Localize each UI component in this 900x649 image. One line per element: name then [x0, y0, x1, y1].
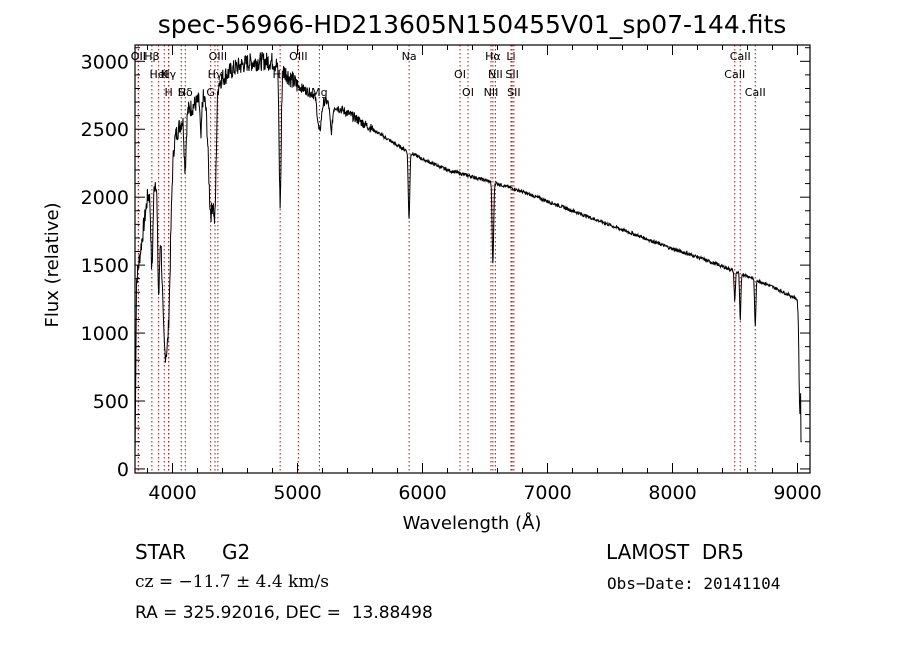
line-marker-label: Li: [506, 50, 515, 63]
axis-ticks: 4000 5000 6000 7000 8000 9000 0 500 1000 1500 2000…: [81, 45, 822, 504]
line-marker-label: OII: [131, 50, 146, 63]
y-tick-label: 2500: [81, 119, 129, 141]
x-tick-label: 5000: [273, 482, 321, 504]
observation-date: Obs−Date: 20141104: [607, 574, 781, 593]
line-marker-label: HeI: [149, 68, 167, 81]
subclass: G2: [222, 540, 251, 564]
line-marker-label: OI: [454, 68, 466, 81]
line-marker-label: CaII: [745, 86, 766, 99]
line-marker-label: Hγ: [208, 68, 223, 81]
x-tick-label: 6000: [398, 482, 446, 504]
line-marker-label: Hδ: [178, 86, 193, 99]
line-marker-label: NII: [484, 86, 499, 99]
object-class: STAR: [135, 540, 186, 564]
x-axis-label: Wavelength (Å): [403, 512, 542, 534]
y-tick-label: 3000: [81, 51, 129, 73]
line-marker-label: OIII: [289, 50, 307, 63]
coordinates: RA = 325.92016, DEC = 13.88498: [135, 603, 433, 623]
y-axis-label: Flux (relative): [42, 202, 63, 327]
plot-frame: [134, 44, 811, 474]
line-marker-label: Hγ: [161, 68, 176, 81]
line-marker-label: SII: [507, 86, 520, 99]
line-marker-label: OIII: [209, 50, 227, 63]
line-marker-label: H: [164, 86, 172, 99]
y-tick-label: 1000: [81, 323, 129, 345]
line-marker-label: K: [161, 68, 169, 81]
line-marker-label: Hβ: [272, 68, 287, 81]
y-tick-label: 0: [117, 459, 129, 481]
x-tick-label: 9000: [773, 482, 821, 504]
line-marker-label: CaII: [724, 68, 745, 81]
redshift-value: cz = −11.7 ± 4.4 km/s: [135, 572, 329, 592]
y-tick-label: 2000: [81, 187, 129, 209]
line-marker-label: G: [206, 86, 215, 99]
chart-title: spec-56966-HD213605N150455V01_sp07-144.f…: [158, 10, 787, 39]
line-marker-label: Hβ: [144, 50, 159, 63]
spectrum-line: [134, 51, 802, 456]
spectral-line-markers: [137, 45, 756, 473]
x-tick-label: 8000: [648, 482, 696, 504]
y-tick-label: 500: [93, 391, 129, 413]
line-marker-labels: HβKHδOIIHeISOIIHγHOIIIHγGOIIIHβMgNaOIOIH…: [131, 50, 766, 99]
line-marker-label: SII: [505, 68, 518, 81]
line-marker-label: OII: [131, 50, 146, 63]
x-tick-label: 7000: [523, 482, 571, 504]
line-marker-label: Na: [402, 50, 417, 63]
line-marker-label: CaII: [730, 50, 751, 63]
x-tick-label: 4000: [148, 482, 196, 504]
line-marker-label: NII: [488, 68, 503, 81]
survey-release: LAMOST DR5: [606, 540, 744, 564]
line-marker-label: Hα: [485, 50, 501, 63]
y-tick-label: 1500: [81, 255, 129, 277]
line-marker-label: Mg: [311, 86, 327, 99]
line-marker-label: OI: [462, 86, 474, 99]
line-marker-label: S: [178, 86, 185, 99]
